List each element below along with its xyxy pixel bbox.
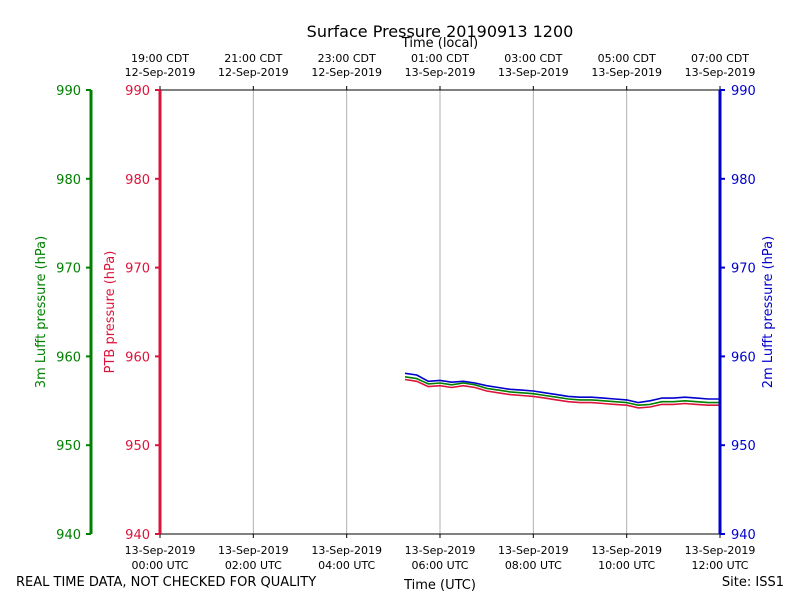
y-tick-label-lufft3m: 990 <box>56 84 81 99</box>
series-line-3m-lufft-pressure <box>404 376 720 407</box>
y-tick-label-ptb: 940 <box>125 528 150 543</box>
top-tick-label: 05:00 CDT <box>598 52 656 65</box>
top-tick-label: 23:00 CDT <box>318 52 376 65</box>
bottom-tick-label: 04:00 UTC <box>318 559 375 572</box>
y-axis-title-ptb: PTB pressure (hPa) <box>103 251 118 374</box>
top-tick-label: 13-Sep-2019 <box>498 66 569 79</box>
y-tick-label-lufft3m: 970 <box>56 262 81 277</box>
top-axis-label: Time (local) <box>401 36 478 51</box>
y-axis-title-lufft3m: 3m Lufft pressure (hPa) <box>34 236 49 388</box>
top-tick-label: 13-Sep-2019 <box>405 66 476 79</box>
top-tick-label: 13-Sep-2019 <box>685 66 756 79</box>
chart-title: Surface Pressure 20190913 1200 <box>307 22 574 41</box>
top-tick-label: 03:00 CDT <box>504 52 562 65</box>
bottom-tick-label: 13-Sep-2019 <box>591 544 662 557</box>
y-tick-label-lufft2m: 990 <box>731 84 756 99</box>
top-tick-label: 19:00 CDT <box>131 52 189 65</box>
bottom-tick-label: 13-Sep-2019 <box>311 544 382 557</box>
y-tick-label-lufft2m: 960 <box>731 350 756 365</box>
bottom-tick-label: 13-Sep-2019 <box>405 544 476 557</box>
top-tick-label: 01:00 CDT <box>411 52 469 65</box>
y-tick-label-lufft3m: 960 <box>56 350 81 365</box>
y-tick-label-ptb: 980 <box>125 173 150 188</box>
top-tick-label: 12-Sep-2019 <box>311 66 382 79</box>
bottom-tick-label: 02:00 UTC <box>225 559 282 572</box>
bottom-tick-label: 13-Sep-2019 <box>125 544 196 557</box>
bottom-tick-label: 13-Sep-2019 <box>218 544 289 557</box>
bottom-tick-label: 10:00 UTC <box>598 559 655 572</box>
y-tick-label-lufft3m: 950 <box>56 439 81 454</box>
top-tick-label: 21:00 CDT <box>224 52 282 65</box>
bottom-tick-label: 06:00 UTC <box>411 559 468 572</box>
quality-notice: REAL TIME DATA, NOT CHECKED FOR QUALITY <box>16 575 317 590</box>
top-tick-label: 07:00 CDT <box>691 52 749 65</box>
y-tick-label-ptb: 990 <box>125 84 150 99</box>
y-tick-label-ptb: 970 <box>125 262 150 277</box>
y-axis-title-lufft2m: 2m Lufft pressure (hPa) <box>761 236 776 388</box>
grid-layer <box>252 90 628 534</box>
y-tick-label-lufft3m: 980 <box>56 173 81 188</box>
y-tick-label-lufft3m: 940 <box>56 528 81 543</box>
bottom-tick-label: 13-Sep-2019 <box>685 544 756 557</box>
bottom-tick-label: 08:00 UTC <box>505 559 562 572</box>
site-label: Site: ISS1 <box>721 575 784 590</box>
y-tick-label-ptb: 960 <box>125 350 150 365</box>
bottom-tick-label: 13-Sep-2019 <box>498 544 569 557</box>
bottom-tick-label: 00:00 UTC <box>131 559 188 572</box>
y-tick-label-lufft2m: 970 <box>731 262 756 277</box>
y-tick-label-lufft2m: 950 <box>731 439 756 454</box>
top-tick-label: 12-Sep-2019 <box>218 66 289 79</box>
series-line-ptb-pressure <box>404 378 720 409</box>
series-layer <box>404 372 720 409</box>
top-tick-label: 13-Sep-2019 <box>591 66 662 79</box>
axes-layer <box>89 89 722 535</box>
bottom-axis-label: Time (UTC) <box>403 578 476 593</box>
y-tick-label-lufft2m: 940 <box>731 528 756 543</box>
top-tick-label: 12-Sep-2019 <box>125 66 196 79</box>
series-line-2m-lufft-pressure <box>404 372 720 404</box>
y-tick-label-ptb: 950 <box>125 439 150 454</box>
y-tick-label-lufft2m: 980 <box>731 173 756 188</box>
bottom-tick-label: 12:00 UTC <box>691 559 748 572</box>
